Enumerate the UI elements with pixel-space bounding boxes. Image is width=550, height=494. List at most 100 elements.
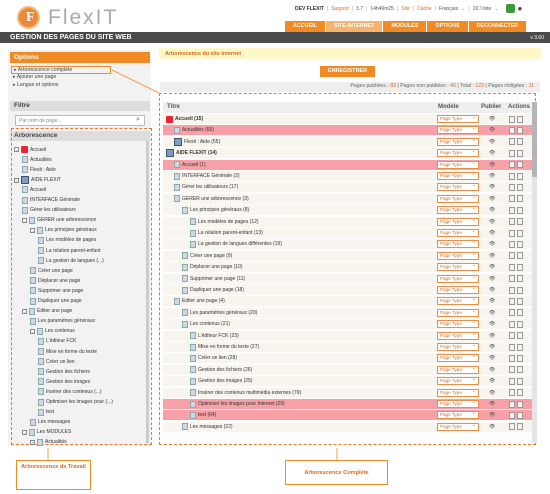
tree-item[interactable]: L'éditeur FCK (38, 337, 76, 345)
cache-link[interactable]: Cache (417, 5, 432, 12)
tree-item[interactable]: - Les principes généraux (30, 226, 97, 234)
tree-item[interactable]: Insérer des contenus (...) (38, 388, 102, 396)
page-type-select[interactable]: Page Type (437, 365, 479, 374)
edit-icon[interactable] (509, 320, 515, 328)
row-title[interactable]: GERER une arborescence (3) (174, 195, 249, 203)
table-row[interactable]: Insérer des contenus multimédia externes… (163, 387, 532, 399)
row-title[interactable]: Mise en forme du texte (27) (190, 343, 259, 351)
row-title[interactable]: La relation parent-enfant (13) (190, 229, 263, 237)
trash-icon[interactable] (517, 275, 523, 283)
tree-item[interactable]: Déplacer une page (30, 277, 80, 285)
edit-icon[interactable] (509, 240, 515, 248)
table-row[interactable]: Les modèles de pages (12) Page Type 👁 (163, 216, 532, 228)
edit-icon[interactable] (509, 263, 515, 271)
tree-item[interactable]: INTERFACE Générale (22, 196, 80, 204)
mail-icon[interactable] (505, 4, 515, 13)
collapse-icon[interactable]: - (14, 147, 19, 152)
trash-icon[interactable] (517, 161, 523, 169)
tree-item[interactable]: Les paramètres généraux (30, 317, 95, 325)
tree-item[interactable]: Gestion des images (38, 378, 90, 386)
table-row[interactable]: Gestion des images (25) Page Type 👁 (163, 376, 532, 388)
tree-item[interactable]: La relation parent-enfant (38, 247, 100, 254)
trash-icon[interactable] (517, 297, 523, 305)
tree-item[interactable]: Accueil (22, 186, 46, 194)
eye-icon[interactable]: 👁 (489, 378, 496, 385)
trash-icon[interactable] (517, 309, 523, 317)
collapse-icon[interactable]: - (30, 227, 35, 233)
tree-item[interactable]: Créer un lien (38, 358, 75, 366)
trash-icon[interactable] (517, 332, 523, 340)
page-type-select[interactable]: Page Type (437, 205, 479, 215)
eye-icon[interactable]: 👁 (489, 389, 496, 396)
row-title[interactable]: Optimiser les images pour Internet (29) (190, 400, 285, 408)
edit-icon[interactable] (509, 389, 515, 397)
col-actions[interactable]: Actions (508, 104, 531, 110)
nav-site-internet[interactable]: SITE INTERNET (325, 21, 383, 32)
trash-icon[interactable] (517, 126, 523, 134)
eye-icon[interactable]: 👁 (489, 332, 496, 339)
table-row[interactable]: L'éditeur FCK (23) Page Type 👁 (163, 330, 532, 342)
eye-icon[interactable]: 👁 (489, 207, 496, 214)
table-row[interactable]: INTERFACE Générale (2) Page Type 👁 (163, 171, 532, 182)
trash-icon[interactable] (517, 400, 523, 408)
row-title[interactable]: Les contenus (21) (182, 320, 230, 328)
edit-icon[interactable] (509, 423, 515, 431)
eye-icon[interactable]: 👁 (489, 127, 496, 134)
trash-icon[interactable] (517, 343, 523, 351)
option-language-link[interactable]: ▸ Langue et options (13, 82, 59, 88)
table-scrollbar[interactable] (532, 102, 537, 443)
page-type-select[interactable]: Page Type (437, 331, 479, 340)
page-type-select[interactable]: Page Type (437, 137, 479, 146)
page-type-select[interactable]: Page Type (437, 410, 479, 420)
eye-icon[interactable]: 👁 (489, 161, 496, 168)
page-type-select[interactable]: Page Type (437, 171, 479, 180)
tree-item[interactable]: La gestion de langues (...) (38, 257, 104, 265)
row-title[interactable]: AIDE FLEXIT (14) (166, 149, 217, 158)
edit-icon[interactable] (509, 275, 515, 283)
edit-icon[interactable] (509, 252, 515, 260)
eye-icon[interactable]: 👁 (489, 344, 496, 350)
trash-icon[interactable] (517, 115, 523, 123)
page-type-select[interactable]: Page Type (437, 251, 479, 260)
table-row[interactable]: La relation parent-enfant (13) Page Type 👁 (163, 228, 532, 239)
edit-icon[interactable] (509, 366, 515, 374)
tree-item[interactable]: Les modèles de pages (38, 236, 96, 244)
row-title[interactable]: Flexit : Aide (55) (174, 137, 220, 146)
row-title[interactable]: Les paramètres généraux (20) (182, 309, 257, 317)
row-title[interactable]: Créer une page (9) (182, 252, 232, 260)
table-row[interactable]: test (64) Page Type 👁 (163, 410, 532, 422)
table-row[interactable]: Créer une page (9) Page Type 👁 (163, 250, 532, 262)
row-title[interactable]: Gestion des fichiers (26) (190, 366, 252, 374)
option-add-page-link[interactable]: ▸ Ajouter une page (13, 74, 57, 80)
eye-icon[interactable]: 👁 (489, 423, 496, 430)
trash-icon[interactable] (517, 377, 523, 385)
table-row[interactable]: Les principes généraux (8) Page Type 👁 (163, 205, 532, 217)
tree-item[interactable]: Supprimer une page (30, 287, 83, 295)
tree-item[interactable]: Gérer les utilisateurs (22, 206, 76, 214)
row-title[interactable]: L'éditeur FCK (23) (190, 332, 239, 340)
expand-icon[interactable]: + (30, 439, 35, 445)
page-type-select[interactable]: Page Type (437, 125, 479, 135)
page-type-select[interactable]: Page Type (437, 388, 479, 397)
edit-icon[interactable] (509, 218, 515, 226)
trash-icon[interactable] (517, 389, 523, 397)
trash-icon[interactable] (517, 138, 523, 146)
trash-icon[interactable] (517, 411, 523, 419)
page-type-select[interactable]: Page Type (437, 114, 479, 123)
edit-icon[interactable] (509, 115, 515, 123)
tree-item[interactable]: Les messages (30, 418, 70, 426)
page-type-select[interactable]: Page Type (437, 319, 479, 329)
col-publish[interactable]: Publier (481, 104, 502, 110)
row-title[interactable]: Insérer des contenus multimédia externes… (190, 389, 301, 397)
tree-item[interactable]: - GERER une arborescence (22, 216, 96, 224)
row-title[interactable]: Gérer les utilisateurs (17) (174, 183, 238, 191)
edit-icon[interactable] (509, 138, 515, 146)
page-type-select[interactable]: Page Type (437, 262, 479, 272)
eye-icon[interactable]: 👁 (489, 116, 496, 122)
row-title[interactable]: Accueil (15) (166, 115, 203, 123)
table-row[interactable]: La gestion de langues différentes (19) Pa… (163, 239, 532, 251)
row-title[interactable]: INTERFACE Générale (2) (174, 172, 240, 180)
table-row[interactable]: Les contenus (21) Page Type 👁 (163, 319, 532, 331)
table-row[interactable]: Accueil (1) Page Type 👁 (163, 159, 532, 171)
search-icon[interactable]: ⌕ (136, 116, 140, 123)
